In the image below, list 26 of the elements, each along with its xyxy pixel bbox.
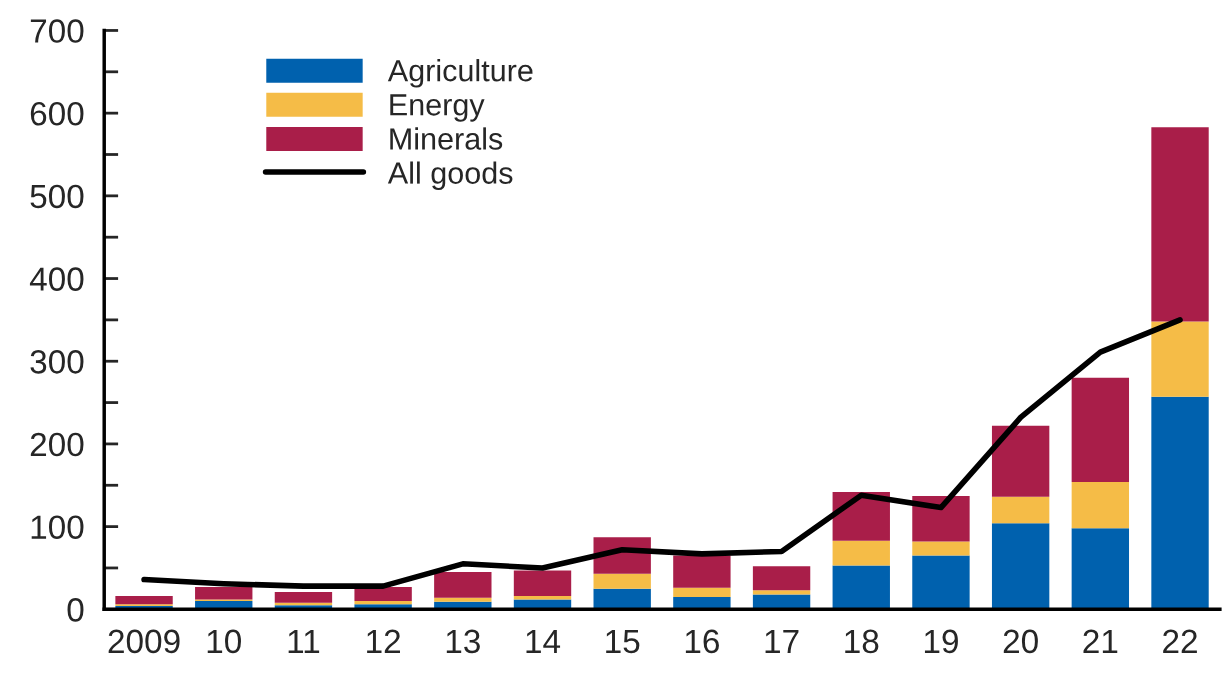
- x-tick-label: 19: [924, 629, 958, 654]
- y-tick-label: 0: [67, 598, 84, 622]
- x-tick-label: 22: [1163, 629, 1197, 653]
- y-tick-label: 400: [29, 267, 84, 291]
- x-tick-label: 14: [526, 629, 561, 653]
- x-tick-label: 21: [1083, 629, 1118, 653]
- y-tick-label: 500: [30, 184, 84, 209]
- y-tick-label: 700: [30, 19, 84, 43]
- y-tick-label: 100: [31, 515, 84, 540]
- y-tick-label: 300: [30, 350, 84, 374]
- x-tick-label: 2009: [108, 629, 180, 654]
- x-tick-label: 13: [446, 629, 480, 654]
- x-tick-label: 20: [1003, 629, 1038, 654]
- x-tick-label: 17: [765, 629, 799, 653]
- legend-label: Energy: [390, 94, 485, 122]
- legend-label: Minerals: [390, 127, 503, 150]
- legend-label: Agriculture: [387, 59, 533, 88]
- y-tick-label: 600: [30, 101, 84, 126]
- y-tick-label: 200: [30, 432, 84, 457]
- x-tick-label: 11: [288, 629, 320, 653]
- legend-label: All goods: [387, 161, 513, 190]
- x-tick-label: 12: [367, 629, 400, 653]
- x-tick-label: 15: [606, 629, 640, 654]
- x-tick-label: 18: [845, 629, 879, 654]
- x-tick-label: 16: [685, 629, 719, 654]
- x-tick-label: 10: [207, 629, 241, 654]
